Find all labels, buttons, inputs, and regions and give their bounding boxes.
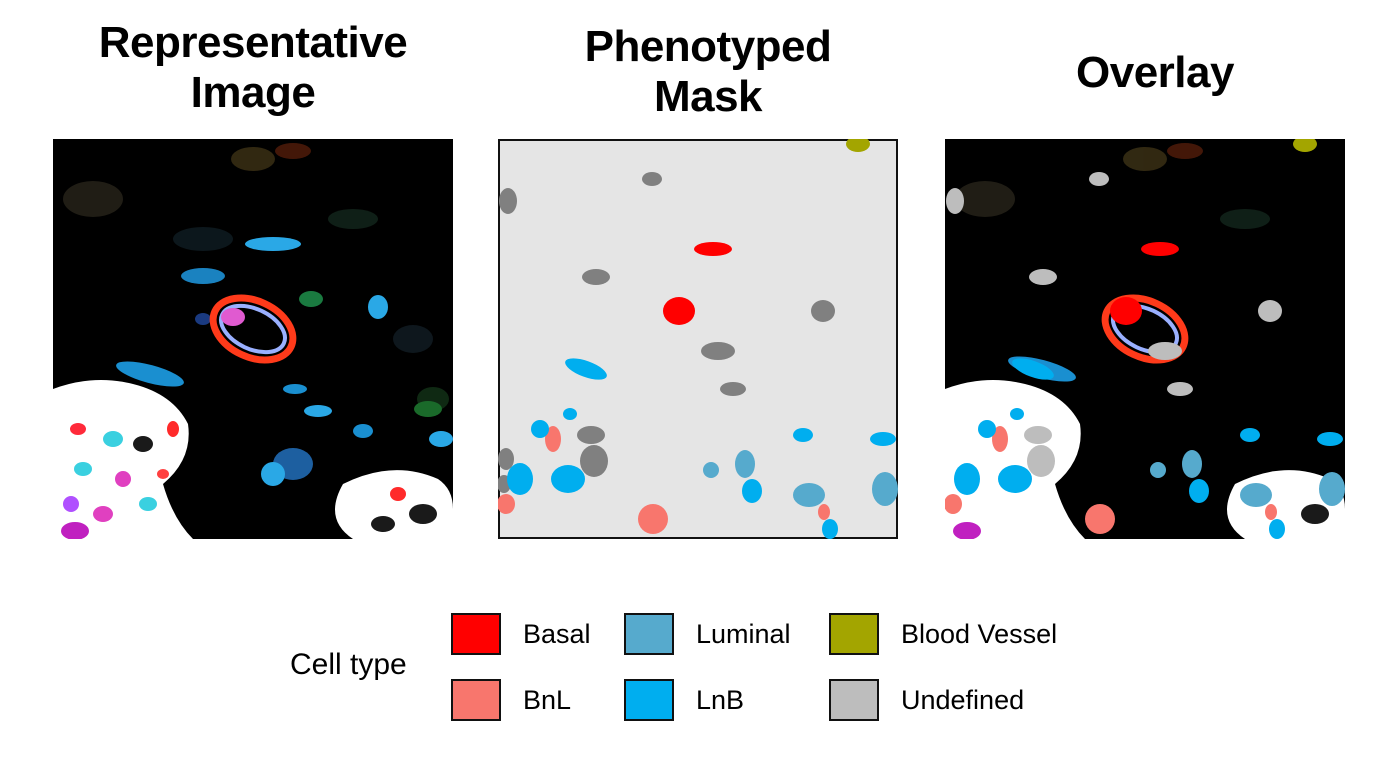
legend-label-luminal: Luminal bbox=[696, 619, 791, 649]
overlay-canvas bbox=[945, 139, 1345, 539]
legend-label-basal: Basal bbox=[523, 619, 591, 649]
legend-key-lnb bbox=[624, 679, 674, 721]
legend-key-luminal bbox=[624, 613, 674, 655]
overlay-bnl-cells bbox=[945, 426, 1277, 534]
phenotyped-mask-title: Phenotyped Mask bbox=[498, 22, 918, 122]
overlay-title: Overlay bbox=[945, 48, 1365, 98]
mask-title-line1: Phenotyped bbox=[584, 22, 832, 71]
representative-title-line2: Image bbox=[190, 68, 316, 117]
overlay-title-text: Overlay bbox=[1076, 48, 1234, 97]
undefined-cells bbox=[498, 172, 835, 493]
overlay-luminal-cells bbox=[1150, 450, 1345, 507]
basal-cells bbox=[663, 242, 732, 325]
legend-label-undefined: Undefined bbox=[901, 685, 1025, 715]
blood-vessel-cell bbox=[846, 139, 870, 152]
bnl-cells bbox=[498, 426, 830, 534]
overlay-undefined-cells bbox=[946, 172, 1282, 477]
representative-image-title: Representative Image bbox=[53, 18, 453, 118]
legend-label-lnb: LnB bbox=[696, 685, 745, 715]
overlay-basal-cells bbox=[1110, 242, 1179, 325]
representative-title-line1: Representative bbox=[98, 18, 408, 67]
legend-title: Cell type bbox=[290, 648, 407, 681]
legend-key-bnl bbox=[451, 679, 501, 721]
legend-key-undefined bbox=[829, 679, 879, 721]
legend-key-blood-vessel bbox=[829, 613, 879, 655]
legend-key-basal bbox=[451, 613, 501, 655]
phenotyped-mask-canvas bbox=[498, 139, 898, 539]
overlay-tissue-texture bbox=[955, 143, 1270, 229]
overlay-lnb-cells bbox=[954, 358, 1343, 539]
luminal-cells bbox=[703, 450, 898, 507]
legend-label-blood-vessel: Blood Vessel bbox=[901, 619, 1058, 649]
epithelial-cell-nuclei bbox=[61, 421, 437, 539]
legend-label-bnl: BnL bbox=[523, 685, 572, 715]
lnb-cells bbox=[507, 358, 896, 539]
phenotyped-mask bbox=[498, 139, 898, 539]
representative-image-canvas bbox=[53, 139, 453, 539]
overlay-image bbox=[945, 139, 1345, 539]
representative-image bbox=[53, 139, 453, 539]
overlay-blood-vessel-cell bbox=[1293, 139, 1317, 152]
mask-title-line2: Mask bbox=[653, 72, 763, 121]
